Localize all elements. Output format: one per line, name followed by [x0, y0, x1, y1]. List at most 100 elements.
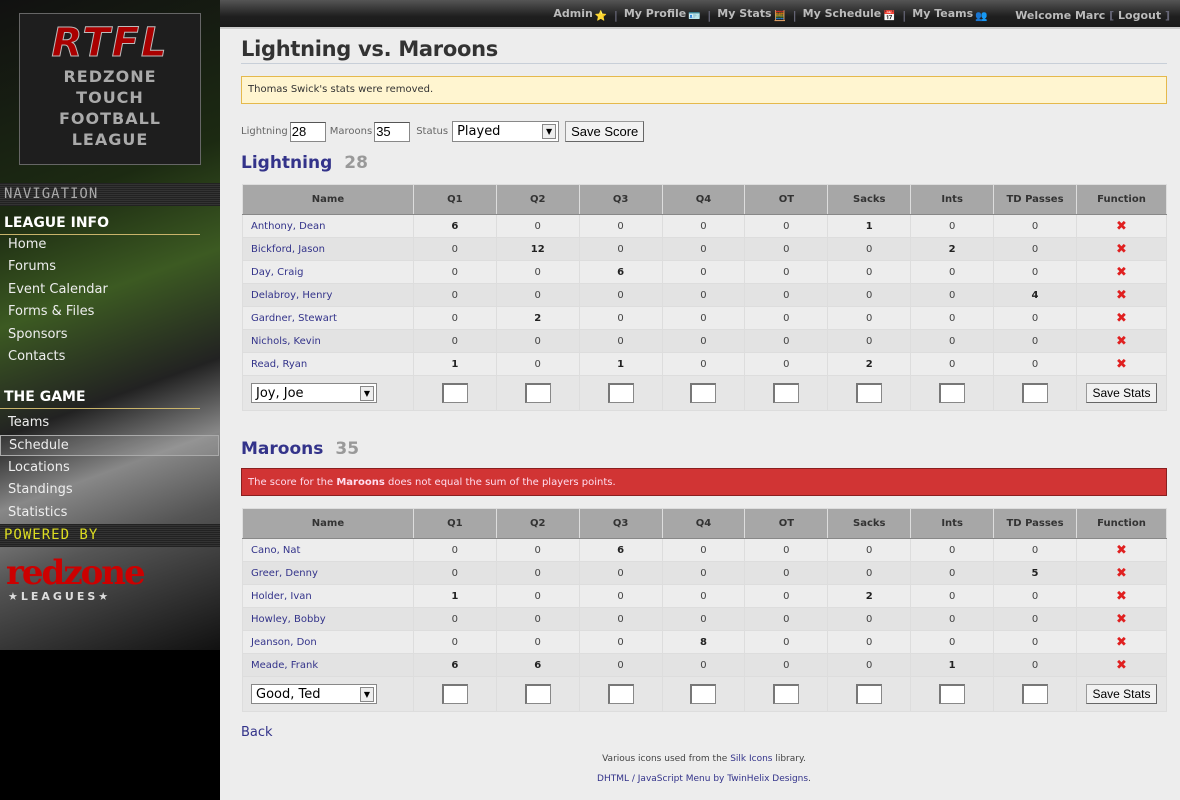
sidebar-item-statistics[interactable]: Statistics — [8, 504, 68, 520]
stat-input-q3[interactable] — [607, 383, 634, 403]
player-name-link[interactable]: Day, Craig — [242, 260, 414, 284]
top-link-my-profile[interactable]: My Profile 🪪 — [623, 7, 701, 22]
top-link-my-stats[interactable]: My Stats 🧮 — [717, 7, 787, 22]
delete-icon[interactable]: ✖ — [1116, 264, 1127, 280]
player-name-link[interactable]: Gardner, Stewart — [242, 306, 414, 330]
player-select[interactable]: Good, Ted ▼ — [251, 684, 377, 704]
stat-input-q4[interactable] — [690, 383, 717, 403]
column-header-q3: Q3 — [578, 184, 663, 215]
stat-input-td-passes[interactable] — [1022, 383, 1049, 403]
stat-cell-q1: 0 — [412, 283, 497, 307]
table-row: Gardner, Stewart 0 2 0 0 0 0 0 0 ✖ — [242, 306, 1168, 330]
table-row: Delabroy, Henry 0 0 0 0 0 0 0 4 ✖ — [242, 283, 1168, 307]
stat-input-ints[interactable] — [939, 684, 966, 704]
delete-icon[interactable]: ✖ — [1116, 287, 1127, 303]
team1-score-input[interactable] — [289, 121, 326, 142]
stat-cell-ints: 0 — [910, 260, 995, 284]
stat-cell-q3: 6 — [578, 538, 663, 562]
sidebar-item-teams[interactable]: Teams — [8, 415, 50, 430]
stat-cell-q4: 0 — [661, 607, 746, 631]
stat-cell-q3: 0 — [578, 653, 663, 677]
player-name-link[interactable]: Read, Ryan — [242, 352, 414, 376]
delete-icon[interactable]: ✖ — [1116, 611, 1127, 627]
sidebar-item-forms-files[interactable]: Forms & Files — [8, 304, 95, 320]
column-header-function: Function — [1075, 508, 1168, 539]
player-name-link[interactable]: Cano, Nat — [242, 538, 414, 562]
stat-input-q2[interactable] — [524, 383, 551, 403]
stat-cell-ints: 0 — [910, 352, 995, 376]
player-name-link[interactable]: Anthony, Dean — [242, 214, 414, 238]
player-name-link[interactable]: Delabroy, Henry — [242, 283, 414, 307]
stat-input-sacks[interactable] — [856, 684, 883, 704]
top-link-my-schedule[interactable]: My Schedule 📅 — [802, 7, 896, 22]
sidebar-item-home[interactable]: Home — [8, 237, 47, 252]
stat-cell-q2: 12 — [495, 237, 580, 261]
silk-icons-link[interactable]: Silk Icons — [730, 754, 773, 764]
player-name-link[interactable]: Jeanson, Don — [242, 630, 414, 654]
stat-input-sacks[interactable] — [856, 383, 883, 403]
table-row: Nichols, Kevin 0 0 0 0 0 0 0 0 ✖ — [242, 329, 1168, 353]
column-header-td-passes: TD Passes — [993, 184, 1077, 215]
status-select[interactable]: Played ▼ — [452, 121, 560, 142]
player-select[interactable]: Joy, Joe ▼ — [251, 383, 377, 403]
logout-link[interactable]: Logout — [1118, 8, 1162, 22]
save-stats-button[interactable]: Save Stats — [1086, 684, 1157, 704]
stat-input-q2[interactable] — [524, 684, 551, 704]
delete-icon[interactable]: ✖ — [1116, 657, 1127, 673]
stat-input-ot[interactable] — [773, 684, 800, 704]
stat-cell-q4: 0 — [661, 283, 746, 307]
delete-icon[interactable]: ✖ — [1116, 634, 1127, 650]
stat-cell-td-passes: 4 — [993, 283, 1077, 307]
status-label: Status — [416, 126, 449, 137]
team2-score-input[interactable] — [374, 121, 411, 142]
stat-cell-ot: 0 — [744, 538, 829, 562]
delete-icon[interactable]: ✖ — [1116, 356, 1127, 372]
stat-input-ot[interactable] — [773, 383, 800, 403]
sidebar-item-sponsors[interactable]: Sponsors — [8, 326, 68, 342]
stat-input-q1[interactable] — [441, 383, 468, 403]
save-stats-button[interactable]: Save Stats — [1086, 383, 1157, 403]
footer-credits: Various icons used from the Silk Icons l… — [602, 754, 806, 764]
stat-cell-q1: 6 — [412, 214, 497, 238]
stat-input-td-passes[interactable] — [1022, 684, 1049, 704]
sidebar-item-schedule[interactable]: Schedule — [0, 435, 219, 457]
stat-cell-q4: 0 — [661, 653, 746, 677]
stat-input-q3[interactable] — [607, 684, 634, 704]
twinhelix-link[interactable]: DHTML / JavaScript Menu by TwinHelix Des… — [597, 774, 809, 784]
welcome-text: Welcome Marc — [1015, 8, 1106, 22]
player-name-link[interactable]: Holder, Ivan — [242, 584, 414, 608]
sidebar-item-standings[interactable]: Standings — [8, 482, 73, 498]
delete-icon[interactable]: ✖ — [1116, 310, 1127, 326]
player-name-link[interactable]: Meade, Frank — [242, 653, 414, 677]
sidebar-item-event-calendar[interactable]: Event Calendar — [8, 281, 108, 297]
delete-icon[interactable]: ✖ — [1116, 241, 1127, 257]
delete-icon[interactable]: ✖ — [1116, 218, 1127, 234]
sidebar-item-locations[interactable]: Locations — [8, 459, 70, 475]
player-name-link[interactable]: Greer, Denny — [242, 561, 414, 585]
redzone-leagues-logo[interactable]: redzone ★LEAGUES★ — [6, 553, 146, 603]
stat-cell-q1: 0 — [412, 306, 497, 330]
back-link[interactable]: Back — [241, 725, 273, 740]
top-link-admin[interactable]: Admin ⭐ — [553, 7, 608, 22]
delete-icon[interactable]: ✖ — [1116, 333, 1127, 349]
delete-icon[interactable]: ✖ — [1116, 542, 1127, 558]
rtfl-logo[interactable]: RTFL REDZONE TOUCH FOOTBALL LEAGUE — [19, 13, 201, 165]
navigation-label: NAVIGATION — [0, 183, 220, 206]
stat-input-ints[interactable] — [939, 383, 966, 403]
delete-icon[interactable]: ✖ — [1116, 565, 1127, 581]
table-row: Read, Ryan 1 0 1 0 0 2 0 0 ✖ — [242, 352, 1168, 376]
column-header-q1: Q1 — [412, 184, 497, 215]
stat-cell-td-passes: 0 — [993, 306, 1077, 330]
sidebar-item-contacts[interactable]: Contacts — [8, 349, 66, 364]
stat-input-q1[interactable] — [441, 684, 468, 704]
stat-input-q4[interactable] — [690, 684, 717, 704]
delete-icon[interactable]: ✖ — [1116, 588, 1127, 604]
top-link-my-teams[interactable]: My Teams 👥 — [912, 7, 988, 22]
save-score-button[interactable]: Save Score — [565, 121, 645, 142]
stat-cell-q1: 0 — [412, 329, 497, 353]
player-name-link[interactable]: Howley, Bobby — [242, 607, 414, 631]
sidebar-item-forums[interactable]: Forums — [8, 259, 56, 275]
player-name-link[interactable]: Nichols, Kevin — [242, 329, 414, 353]
stat-cell-ints: 0 — [910, 283, 995, 307]
player-name-link[interactable]: Bickford, Jason — [242, 237, 414, 261]
